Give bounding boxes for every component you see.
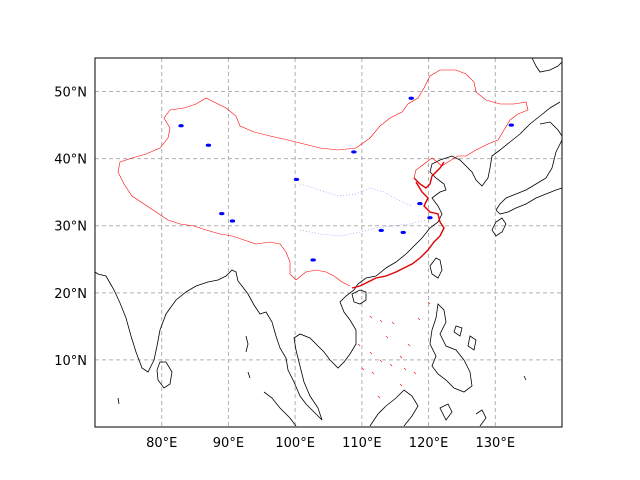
bosten-lake	[205, 143, 212, 147]
coastline-borneo	[369, 389, 487, 427]
taihu-lake	[427, 216, 433, 220]
x-tick-label: 130°E	[476, 436, 516, 451]
coastline-taiwan	[429, 257, 443, 279]
coastlines	[94, 57, 563, 427]
coastline-philippines	[429, 303, 477, 393]
china-southsea-islands	[357, 301, 431, 399]
x-tick-label: 90°E	[213, 436, 244, 451]
x-tick-label: 100°E	[275, 436, 315, 451]
y-tick-label: 20°N	[54, 287, 87, 302]
coastline-sri-lanka	[156, 361, 173, 389]
river-yangtze	[299, 219, 427, 237]
siling-lake	[219, 212, 225, 216]
river-yellow	[299, 183, 413, 207]
dongting-lake	[378, 228, 384, 233]
coastline-hainan	[351, 289, 367, 305]
nam-co-lake	[229, 219, 236, 223]
rivers	[299, 183, 427, 237]
y-tick-label: 40°N	[54, 153, 87, 168]
coastline-mainland	[94, 101, 561, 421]
ebinur-lake	[178, 124, 184, 128]
x-tick-label: 110°E	[342, 436, 382, 451]
y-axis-ticks: 10°N 20°N 30°N 40°N 50°N	[54, 86, 87, 369]
khanka-lake	[508, 123, 514, 127]
y-tick-label: 30°N	[54, 220, 87, 235]
x-axis-ticks: 80°E 90°E 100°E 110°E 120°E 130°E	[146, 436, 515, 451]
china-land-border	[117, 69, 529, 287]
coastline-andaman	[117, 335, 527, 405]
dianchi-lake	[310, 258, 316, 262]
y-tick-label: 50°N	[54, 86, 87, 101]
poyang-lake	[400, 230, 406, 235]
lakes	[178, 96, 514, 262]
qinghai-lake	[293, 177, 300, 182]
x-tick-label: 120°E	[409, 436, 449, 451]
y-tick-label: 10°N	[54, 354, 87, 369]
map-background	[95, 58, 562, 427]
coastline-japan	[491, 121, 563, 237]
china-coastline	[351, 161, 445, 289]
map-frame	[94, 57, 563, 428]
china-boundary	[117, 69, 529, 399]
coastline-sumatra	[263, 391, 297, 427]
gridlines	[95, 58, 562, 427]
ulansuhai-lake	[351, 150, 357, 154]
x-tick-label: 80°E	[146, 436, 177, 451]
hulun-lake	[408, 96, 414, 100]
coastline-sakhalin	[531, 57, 563, 73]
hongze-lake	[417, 201, 423, 206]
